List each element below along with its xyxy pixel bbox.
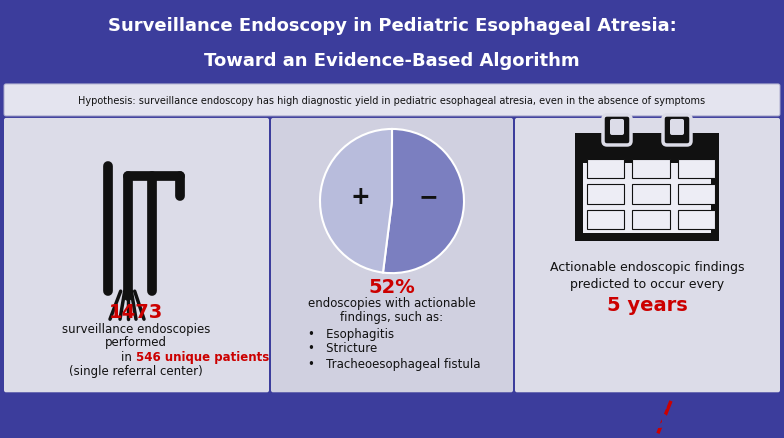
Text: •   Stricture: • Stricture [308,341,377,354]
Text: 5 years: 5 years [607,295,688,314]
Wedge shape [320,130,392,273]
Text: in: in [122,350,136,363]
FancyBboxPatch shape [4,119,269,392]
FancyBboxPatch shape [271,119,513,392]
Text: +: + [350,185,370,208]
Text: Hypothesis: surveillance endoscopy has high diagnostic yield in pediatric esopha: Hypothesis: surveillance endoscopy has h… [78,96,706,106]
Bar [677,159,715,179]
Text: 52%: 52% [368,277,416,296]
Text: performed: performed [105,335,167,348]
FancyBboxPatch shape [603,116,631,146]
Text: Yasuda et al,: Yasuda et al, [9,411,104,424]
FancyBboxPatch shape [610,120,624,136]
FancyBboxPatch shape [663,116,691,146]
Text: J Am Coll Surg: J Am Coll Surg [73,411,172,424]
Text: endoscopies with actionable: endoscopies with actionable [308,296,476,309]
Text: AMERICAN COLLEGE: AMERICAN COLLEGE [676,415,736,420]
Text: (single referral center): (single referral center) [69,364,203,377]
Text: 1473: 1473 [109,302,163,321]
Bar [677,210,715,230]
FancyBboxPatch shape [4,85,780,117]
Bar [587,159,624,179]
FancyBboxPatch shape [515,119,780,392]
FancyBboxPatch shape [670,120,684,136]
Text: −: − [418,185,438,208]
Text: predicted to occur every: predicted to occur every [570,277,724,290]
Bar [583,164,711,233]
Text: JOURNAL OF THE: JOURNAL OF THE [676,407,726,412]
Bar [633,159,670,179]
Text: •   Esophagitis: • Esophagitis [308,327,394,340]
Text: , May 2024: , May 2024 [179,411,256,424]
Text: OF SURGEONS: OF SURGEONS [676,422,719,427]
Text: surveillance endoscopies: surveillance endoscopies [62,322,210,335]
Text: •   Tracheoesophageal fistula: • Tracheoesophageal fistula [308,357,481,370]
Bar [633,210,670,230]
Text: JACS: JACS [584,401,672,434]
Text: Actionable endoscopic findings: Actionable endoscopic findings [550,260,744,273]
Bar [633,185,670,204]
Text: Surveillance Endoscopy in Pediatric Esophageal Atresia:: Surveillance Endoscopy in Pediatric Esop… [107,17,677,35]
Bar [587,185,624,204]
Text: Toward an Evidence-Based Algorithm: Toward an Evidence-Based Algorithm [204,52,580,70]
Text: findings, such as:: findings, such as: [340,310,444,323]
Bar [587,210,624,230]
Bar [677,185,715,204]
Wedge shape [383,130,464,273]
Text: 546 unique patients: 546 unique patients [136,350,269,363]
Bar [575,134,719,241]
